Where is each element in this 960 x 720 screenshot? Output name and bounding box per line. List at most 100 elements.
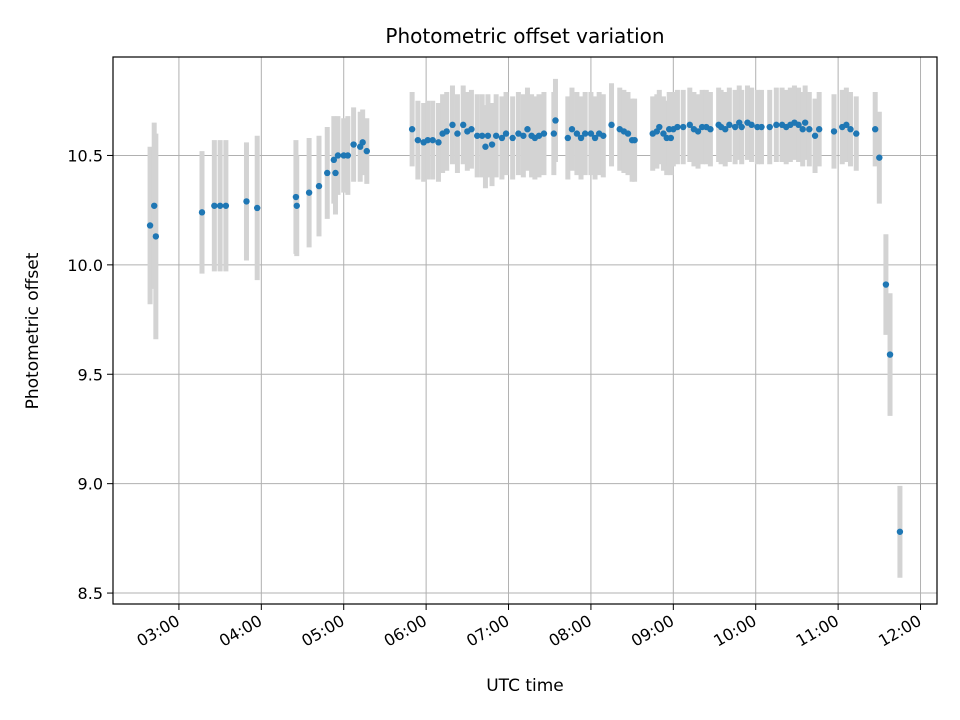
data-point <box>414 136 422 144</box>
data-point <box>738 123 745 131</box>
data-point <box>726 121 733 129</box>
data-point <box>801 119 809 126</box>
data-point <box>460 121 467 129</box>
data-point <box>216 202 224 209</box>
data-point <box>581 130 589 137</box>
data-point <box>573 130 581 137</box>
data-point <box>305 189 313 196</box>
data-point <box>449 121 456 129</box>
data-point <box>435 139 442 146</box>
data-point <box>359 139 366 146</box>
data-point <box>324 169 331 177</box>
data-point <box>334 152 342 159</box>
data-point <box>520 132 527 139</box>
data-point <box>482 143 489 150</box>
y-tick-label: 9.0 <box>78 475 103 494</box>
data-point <box>332 169 339 177</box>
data-point <box>502 130 510 137</box>
y-tick-label: 10.5 <box>67 146 103 165</box>
data-point <box>146 222 154 229</box>
data-point <box>254 204 261 212</box>
data-point <box>811 132 819 139</box>
data-point <box>896 528 904 535</box>
data-point <box>591 134 599 142</box>
data-point <box>152 233 160 240</box>
data-point <box>766 123 773 131</box>
data-point <box>478 132 486 139</box>
data-point <box>748 121 755 129</box>
data-point <box>292 193 300 201</box>
data-point <box>243 198 250 205</box>
data-point <box>509 134 516 142</box>
data-point <box>330 156 338 164</box>
data-point <box>492 132 500 139</box>
data-point <box>660 130 667 137</box>
y-tick-label: 10.0 <box>67 256 103 275</box>
data-point <box>424 136 431 144</box>
data-point <box>707 126 714 133</box>
data-point <box>815 126 823 133</box>
data-point <box>350 141 357 148</box>
data-points <box>146 117 904 535</box>
x-axis-label: UTC time <box>486 676 564 696</box>
data-point <box>667 134 675 142</box>
data-point <box>624 130 632 137</box>
data-point <box>806 126 813 133</box>
data-point <box>631 136 638 144</box>
chart-title: Photometric offset variation <box>385 24 664 48</box>
data-point <box>882 281 890 288</box>
data-point <box>773 121 780 129</box>
data-point <box>363 147 370 155</box>
data-point <box>830 128 838 135</box>
data-point <box>656 123 663 131</box>
data-point <box>680 123 687 131</box>
data-point <box>293 202 300 209</box>
data-point <box>876 154 883 161</box>
data-point <box>564 134 572 142</box>
y-tick-label: 9.5 <box>78 365 103 384</box>
data-point <box>886 351 894 358</box>
y-axis-label: Photometric offset <box>23 252 43 409</box>
data-point <box>795 121 802 129</box>
data-point <box>552 117 559 124</box>
data-point <box>600 132 607 139</box>
data-point <box>731 123 739 131</box>
data-point <box>568 126 576 133</box>
data-point <box>488 141 496 148</box>
data-point <box>722 126 729 133</box>
data-point <box>524 126 531 133</box>
data-point <box>587 130 595 137</box>
data-point <box>843 121 850 129</box>
data-point <box>344 152 352 159</box>
data-point <box>315 182 323 190</box>
data-point <box>198 209 206 216</box>
data-point <box>799 126 806 133</box>
data-point <box>694 128 702 135</box>
y-tick-label: 8.5 <box>78 584 103 603</box>
data-point <box>498 134 506 142</box>
data-point <box>758 123 765 131</box>
data-point <box>608 121 615 129</box>
data-point <box>540 130 548 137</box>
data-point <box>211 202 218 209</box>
data-point <box>443 128 450 135</box>
data-point <box>550 130 558 137</box>
data-point <box>535 132 543 139</box>
data-point <box>474 132 481 139</box>
data-point <box>484 132 492 139</box>
data-point <box>515 130 522 137</box>
data-point <box>408 126 416 133</box>
data-point <box>454 130 461 137</box>
data-point <box>847 126 854 133</box>
data-point <box>674 123 681 131</box>
data-point <box>151 202 158 209</box>
data-point <box>577 134 585 142</box>
plot-frame <box>112 56 938 605</box>
data-point <box>222 202 230 209</box>
data-point <box>686 121 693 129</box>
data-point <box>468 126 475 133</box>
data-point <box>853 130 860 137</box>
data-point <box>872 126 879 133</box>
data-point <box>429 136 436 144</box>
